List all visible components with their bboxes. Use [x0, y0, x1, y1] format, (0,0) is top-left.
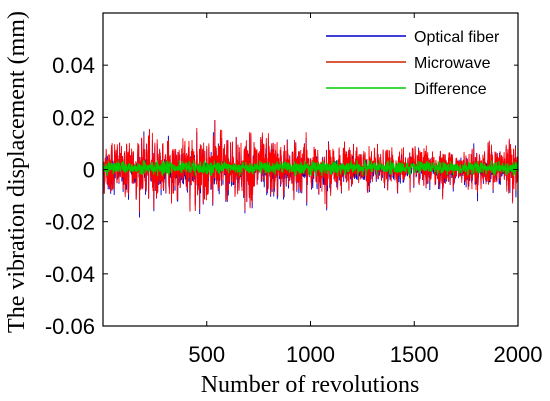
y-tick-label: -0.02 [45, 210, 95, 235]
legend-label-optical-fiber: Optical fiber [414, 29, 500, 46]
axis-ticks: 500 1000 1500 2000 -0.06 -0.04 -0.02 0 0.02 0.04 [45, 13, 543, 367]
x-tick-label: 2000 [494, 342, 543, 367]
y-axis-title: The vibration displacement (mm) [4, 11, 30, 333]
series-line-microwave [102, 119, 519, 213]
legend-label-microwave: Microwave [414, 55, 491, 72]
plot-area [102, 119, 519, 218]
legend: Optical fiber Microwave Difference [316, 19, 514, 101]
y-tick-label: 0.04 [52, 53, 95, 78]
y-tick-label: -0.06 [45, 314, 95, 339]
x-axis-title: Number of revolutions [201, 372, 420, 398]
x-tick-label: 1500 [390, 342, 439, 367]
x-tick-label: 1000 [286, 342, 335, 367]
y-tick-label: 0.02 [52, 105, 95, 130]
y-tick-label: -0.04 [45, 262, 95, 287]
series-line-difference [102, 159, 519, 177]
legend-label-difference: Difference [414, 81, 487, 98]
x-tick-label: 500 [188, 342, 225, 367]
y-tick-label: 0 [83, 158, 95, 183]
